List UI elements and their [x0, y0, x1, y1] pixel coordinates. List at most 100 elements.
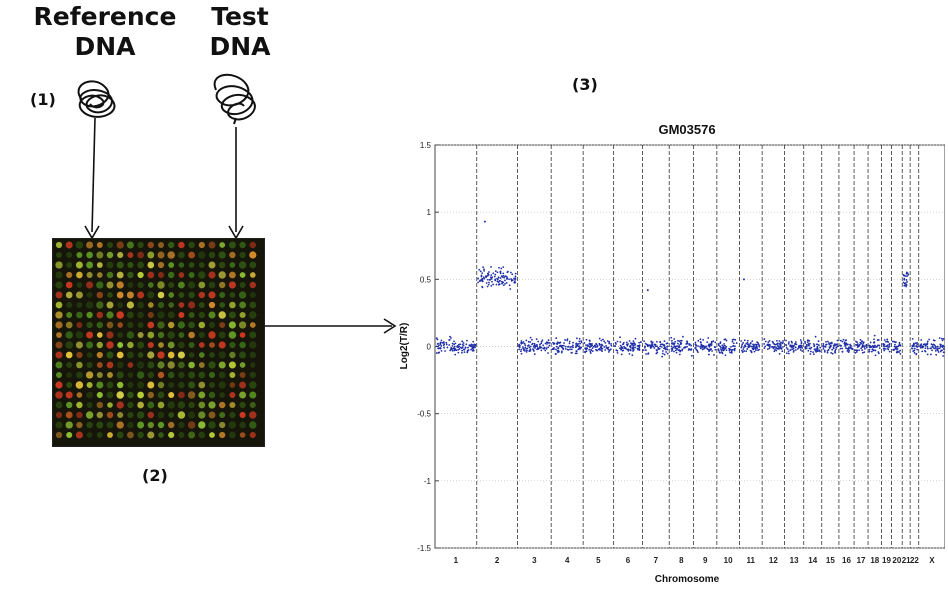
- data-point: [883, 339, 886, 341]
- data-point: [868, 346, 871, 349]
- data-point: [919, 344, 922, 347]
- microarray-spot: [117, 342, 124, 348]
- data-point: [787, 352, 790, 355]
- data-point: [623, 347, 626, 350]
- data-point: [486, 272, 489, 275]
- chromosome-label: 14: [808, 556, 817, 565]
- data-point: [745, 350, 748, 353]
- microarray-spot: [178, 262, 185, 268]
- data-point: [816, 343, 819, 346]
- data-point: [531, 348, 534, 351]
- data-point: [585, 350, 588, 353]
- microarray-spot: [66, 431, 73, 439]
- data-point: [822, 346, 825, 348]
- data-point: [750, 345, 753, 348]
- microarray-spot: [198, 251, 206, 259]
- microarray-spot: [187, 391, 196, 399]
- data-point: [755, 346, 758, 349]
- microarray-spot: [187, 421, 196, 429]
- data-point: [742, 341, 745, 344]
- data-point: [496, 277, 499, 280]
- data-point: [493, 275, 496, 278]
- data-point: [796, 348, 799, 350]
- microarray-spot: [75, 291, 83, 299]
- data-point: [831, 352, 834, 355]
- data-point: [633, 344, 636, 347]
- microarray-spot: [219, 321, 226, 329]
- microarray-spot: [126, 291, 134, 299]
- chromosome-label: X: [929, 556, 935, 565]
- microarray-spot: [127, 282, 134, 288]
- data-point: [863, 351, 866, 354]
- data-point: [450, 348, 452, 351]
- outlier-point: [742, 278, 745, 281]
- microarray-spot: [249, 401, 256, 409]
- data-point: [659, 345, 662, 348]
- data-point: [628, 340, 631, 342]
- data-point: [678, 346, 681, 349]
- data-point: [697, 351, 699, 353]
- microarray-spot: [229, 292, 236, 298]
- data-point: [610, 344, 613, 347]
- data-point: [912, 343, 915, 346]
- microarray-spot: [249, 331, 257, 339]
- microarray-spot: [96, 251, 104, 259]
- data-point: [777, 348, 780, 350]
- microarray-spot: [208, 331, 216, 339]
- microarray-spot: [65, 281, 73, 289]
- data-point: [719, 345, 722, 348]
- microarray-spot: [107, 372, 113, 378]
- data-point: [740, 346, 743, 349]
- data-point: [929, 347, 932, 350]
- data-point: [871, 345, 874, 347]
- data-point: [941, 349, 943, 352]
- data-point: [589, 345, 591, 348]
- microarray-spot: [106, 281, 114, 289]
- data-point: [488, 278, 491, 281]
- data-point: [457, 348, 460, 351]
- data-point: [763, 347, 766, 349]
- data-point: [569, 346, 572, 348]
- microarray-spot: [188, 341, 195, 349]
- data-point: [836, 345, 839, 348]
- microarray-spot: [75, 261, 83, 269]
- microarray-spot: [178, 341, 185, 349]
- data-point: [490, 274, 493, 277]
- data-point: [871, 348, 874, 351]
- data-point: [670, 347, 673, 350]
- microarray-spot: [198, 241, 205, 249]
- data-point: [723, 338, 726, 341]
- data-point: [620, 347, 623, 350]
- microarray-spot: [147, 341, 154, 349]
- data-point: [807, 344, 810, 347]
- data-point: [626, 344, 629, 347]
- microarray-spot: [96, 332, 103, 338]
- data-point: [776, 344, 779, 347]
- data-point: [926, 346, 929, 348]
- microarray-spot: [178, 272, 185, 278]
- data-point: [621, 349, 624, 352]
- data-point: [633, 342, 636, 344]
- test-dna-line1: Test: [211, 2, 269, 31]
- data-point: [706, 341, 709, 344]
- microarray-spot: [137, 322, 144, 328]
- data-point: [534, 347, 536, 349]
- microarray-spot: [137, 381, 145, 389]
- data-point: [882, 343, 885, 345]
- data-point: [928, 338, 930, 341]
- microarray-spot: [136, 411, 145, 419]
- data-point: [533, 342, 536, 345]
- data-point: [555, 353, 557, 355]
- data-point: [905, 279, 908, 281]
- data-point: [547, 341, 549, 344]
- data-point: [472, 348, 475, 351]
- microarray-spot: [157, 421, 165, 429]
- data-point: [779, 343, 782, 346]
- data-point: [496, 271, 499, 274]
- microarray-spot: [126, 331, 135, 339]
- data-point: [903, 282, 906, 285]
- microarray-spot: [188, 321, 196, 329]
- data-point: [670, 350, 673, 352]
- microarray-spot: [188, 381, 196, 389]
- data-point: [557, 341, 560, 344]
